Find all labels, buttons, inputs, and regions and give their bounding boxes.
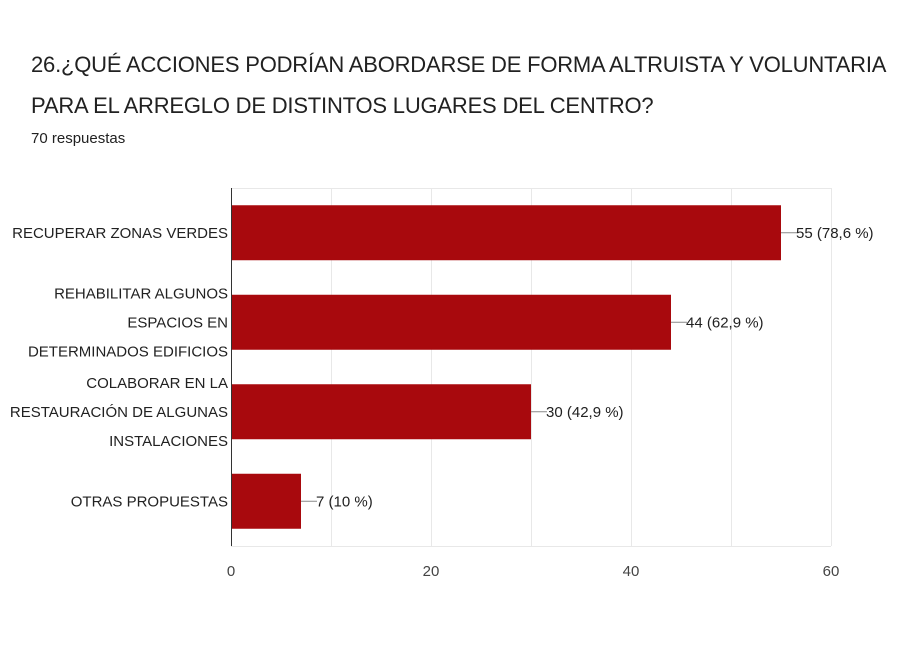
bar (231, 384, 531, 440)
category-label: REHABILITAR ALGUNOS (54, 285, 228, 302)
data-label: 7 (10 %) (316, 493, 373, 510)
category-label: INSTALACIONES (109, 433, 228, 450)
chart-title: 26.¿QUÉ ACCIONES PODRÍAN ABORDARSE DE FO… (31, 52, 885, 118)
category-label: ESPACIOS EN (127, 314, 228, 331)
bar (231, 205, 781, 261)
bar (231, 473, 301, 529)
x-tick-label: 20 (423, 563, 440, 580)
category-label: RECUPERAR ZONAS VERDES (12, 225, 228, 242)
x-tick-label: 0 (227, 563, 235, 580)
category-label: COLABORAR EN LA (86, 375, 228, 392)
data-label: 44 (62,9 %) (686, 314, 764, 331)
data-label: 55 (78,6 %) (796, 225, 874, 242)
category-label: RESTAURACIÓN DE ALGUNAS (10, 404, 228, 421)
category-label: DETERMINADOS EDIFICIOS (28, 343, 228, 360)
response-count: 70 respuestas (31, 130, 126, 147)
x-tick-label: 60 (823, 563, 840, 580)
x-tick-label: 40 (623, 563, 640, 580)
bar (231, 294, 671, 350)
category-label: OTRAS PROPUESTAS (71, 493, 228, 510)
data-label: 30 (42,9 %) (546, 404, 624, 421)
